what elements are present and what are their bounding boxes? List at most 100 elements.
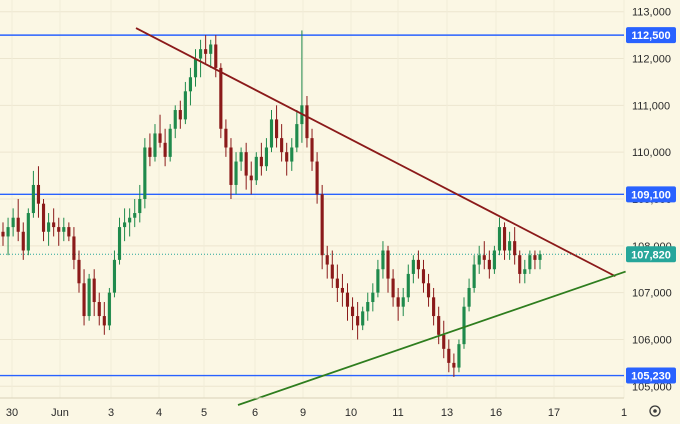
- x-tick-label: 5: [201, 407, 207, 419]
- candle-body: [386, 250, 390, 279]
- current-price-tag: 107,820: [631, 249, 671, 261]
- candle-body: [492, 250, 496, 270]
- y-tick-label: 113,000: [632, 7, 671, 19]
- current-price-tag-background: [626, 246, 676, 263]
- candle-body: [426, 283, 431, 298]
- candle-body: [502, 227, 507, 251]
- candle-body: [396, 297, 400, 307]
- candle-body: [102, 316, 106, 326]
- y-tick-label: 110,000: [632, 147, 671, 159]
- candle-body: [153, 133, 157, 157]
- candle-body: [447, 348, 451, 363]
- price-tags: 112,500 109,100 105,230 107,820: [626, 27, 676, 384]
- candle-body: [325, 255, 329, 265]
- level-price-tag: 105,230: [631, 371, 671, 383]
- candle-body: [224, 128, 228, 148]
- candle-body: [173, 110, 177, 129]
- candle-body: [421, 269, 426, 284]
- candle-body: [148, 147, 152, 157]
- candle-body: [128, 217, 132, 223]
- candle-body: [285, 152, 289, 162]
- candle-body: [371, 292, 375, 303]
- candle-body: [188, 77, 193, 92]
- candle-body: [330, 264, 334, 279]
- candle-body: [209, 44, 213, 54]
- x-tick-label: 17: [548, 407, 560, 419]
- candle-body: [361, 311, 365, 326]
- candle-body: [163, 142, 167, 157]
- candle-body: [52, 222, 56, 228]
- level-price-tag: 112,500: [631, 30, 670, 42]
- candle-body: [452, 362, 456, 368]
- x-axis: 30 Jun 3 4 5 6 9 10 11 13 16 17 1: [6, 407, 627, 419]
- level-price-tag-background: [626, 27, 676, 44]
- candle-body: [437, 316, 441, 335]
- candle-body: [411, 259, 415, 274]
- candle-body: [366, 302, 370, 312]
- x-tick-label: Jun: [51, 407, 69, 419]
- candle-body: [117, 227, 122, 260]
- candle-body: [340, 287, 344, 293]
- candle-body: [528, 255, 532, 270]
- support-trendline: [237, 270, 626, 406]
- candle-body: [259, 156, 263, 167]
- candle-body: [401, 297, 405, 307]
- candle-body: [133, 213, 137, 218]
- candle-body: [442, 334, 446, 349]
- candle-body: [239, 152, 243, 162]
- candle-body: [11, 217, 15, 228]
- candle-body: [345, 292, 350, 307]
- candle-body: [482, 255, 486, 260]
- level-price-tag-background: [626, 186, 676, 203]
- candle-body: [472, 264, 476, 288]
- candle-body: [513, 241, 517, 256]
- candle-body: [47, 222, 51, 232]
- candle-body: [107, 292, 111, 326]
- candle-body: [249, 175, 253, 181]
- candle-body: [280, 138, 284, 153]
- candle-body: [310, 138, 314, 162]
- candle-body: [123, 222, 127, 228]
- candle-body: [57, 227, 61, 232]
- candle-body: [229, 147, 233, 185]
- x-tick-label: 3: [108, 407, 114, 419]
- candle-body: [21, 231, 25, 251]
- candle-body: [41, 203, 46, 232]
- y-tick-label: 105,000: [632, 381, 672, 393]
- candle-body: [62, 227, 66, 232]
- candle-body: [381, 250, 385, 270]
- candles: [1, 30, 542, 377]
- candle-body: [72, 236, 76, 260]
- level-price-tag: 109,100: [631, 189, 671, 201]
- candle-body: [143, 147, 147, 199]
- candle-body: [487, 259, 491, 270]
- candle-body: [214, 44, 218, 68]
- candle-body: [356, 316, 360, 326]
- candle-body: [199, 49, 203, 59]
- candle-body: [36, 184, 41, 204]
- candle-body: [183, 91, 187, 120]
- x-tick-label: 30: [6, 407, 18, 419]
- candle-body: [432, 297, 436, 317]
- candle-body: [77, 259, 81, 284]
- candle-body: [254, 156, 258, 181]
- x-tick-label: 6: [252, 407, 258, 419]
- y-tick-label: 106,000: [632, 334, 672, 346]
- candle-body: [269, 119, 274, 148]
- candle-body: [158, 133, 162, 143]
- x-tick-label: 1: [621, 407, 627, 419]
- candle-body: [82, 283, 86, 317]
- candle-body: [523, 269, 527, 274]
- candle-body: [92, 278, 96, 303]
- settings-icon[interactable]: [649, 405, 661, 417]
- x-tick-label: 4: [156, 407, 162, 419]
- candle-body: [87, 278, 91, 317]
- candle-body: [416, 259, 420, 270]
- candle-body: [219, 67, 223, 129]
- candle-body: [234, 161, 238, 185]
- candle-body: [497, 227, 502, 251]
- candle-body: [406, 273, 410, 298]
- candle-body: [168, 128, 172, 157]
